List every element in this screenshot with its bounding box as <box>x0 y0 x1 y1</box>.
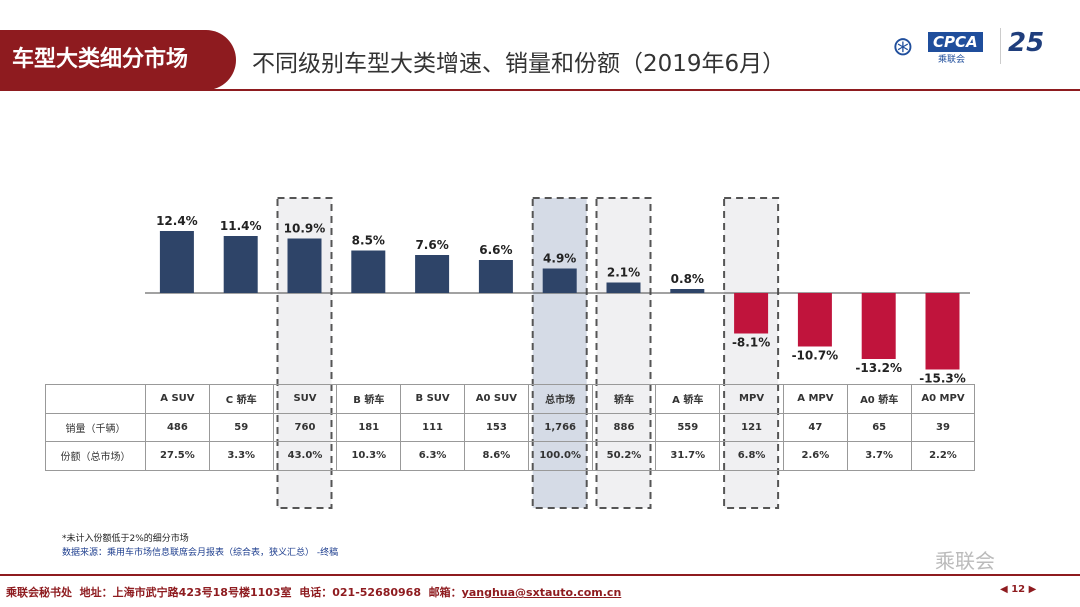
header-cell: 轿车 <box>591 384 657 414</box>
table-cell: 50.2% <box>591 441 657 471</box>
anniversary-logo: 25 <box>1008 28 1045 58</box>
data-label: 6.6% <box>479 243 512 257</box>
data-label: 0.8% <box>671 272 704 286</box>
header-cell: B 轿车 <box>336 384 402 414</box>
data-label: -10.7% <box>792 349 839 363</box>
header-cell: A SUV <box>145 384 210 414</box>
data-label: 10.9% <box>284 222 326 236</box>
table-cell: 486 <box>145 412 210 442</box>
bar <box>159 231 194 293</box>
header-cell: MPV <box>719 384 784 414</box>
footer-email-label: 邮箱： <box>428 586 462 599</box>
table-cell: 3.7% <box>846 441 912 471</box>
table-cell: 181 <box>336 412 402 442</box>
header-cell: A0 SUV <box>463 384 529 414</box>
data-source: 数据来源：乘用车市场信息联席会月报表（综合表，狭义汇总） -终稿 <box>62 548 339 558</box>
footer-divider <box>0 574 1080 576</box>
section-tab: 车型大类细分市场 <box>0 30 236 90</box>
data-label: 11.4% <box>220 219 262 233</box>
table-cell: 47 <box>782 412 848 442</box>
header-cell: A MPV <box>782 384 848 414</box>
bar <box>223 236 258 293</box>
table-cell: 31.7% <box>655 441 721 471</box>
header-cell: B SUV <box>400 384 465 414</box>
watermark: 乘联会 <box>935 549 995 573</box>
data-label: -13.2% <box>855 361 902 375</box>
table-header-row: A SUV C 轿车 SUV B 轿车 B SUV A0 SUV 总市场 轿车 A 轿车 MPV A… <box>45 384 976 414</box>
page-number: 12 <box>1011 584 1026 595</box>
header-cell: A0 MPV <box>910 384 976 414</box>
bar <box>542 268 577 293</box>
table-cell: 39 <box>910 412 976 442</box>
page-nav: ◀ 12 ▶ <box>1000 584 1036 595</box>
footer-phone: 电话：021-52680968 <box>299 586 421 599</box>
bar <box>351 250 386 293</box>
row-label: 销量（千辆） <box>45 412 146 442</box>
table-cell: 10.3% <box>336 441 402 471</box>
header-cell <box>45 384 146 414</box>
bar <box>797 293 832 347</box>
data-label: -15.3% <box>919 372 966 386</box>
logo-separator <box>1000 28 1001 64</box>
data-label: 2.1% <box>607 266 640 280</box>
table-cell: 559 <box>655 412 721 442</box>
table-cell: 153 <box>463 412 529 442</box>
header-cell: C 轿车 <box>208 384 274 414</box>
data-label: -8.1% <box>732 336 770 350</box>
table-cell: 886 <box>591 412 657 442</box>
cpca-logo: ⊛ CPCA 乘联会 <box>890 30 990 65</box>
table-cell: 43.0% <box>272 441 338 471</box>
bar <box>670 289 705 293</box>
table-cell: 59 <box>208 412 274 442</box>
header-divider <box>0 89 1080 91</box>
data-label: 12.4% <box>156 214 198 228</box>
next-page-icon[interactable]: ▶ <box>1028 584 1037 595</box>
table-cell: 8.6% <box>463 441 529 471</box>
table-cell: 65 <box>846 412 912 442</box>
bar <box>415 255 450 293</box>
prev-page-icon[interactable]: ◀ <box>1000 584 1008 595</box>
footer-org: 乘联会秘书处 <box>6 586 72 599</box>
data-label: 7.6% <box>415 238 448 252</box>
table-cell: 3.3% <box>208 441 274 471</box>
table-cell: 121 <box>719 412 784 442</box>
bar <box>861 293 896 359</box>
header-cell: 总市场 <box>527 384 593 414</box>
table-cell: 1,766 <box>527 412 593 442</box>
table-cell: 760 <box>272 412 338 442</box>
footer-address: 地址：上海市武宁路423号18号楼1103室 <box>79 586 292 599</box>
table-cell: 27.5% <box>145 441 210 471</box>
bar <box>606 282 641 293</box>
data-table: A SUV C 轿车 SUV B 轿车 B SUV A0 SUV 总市场 轿车 A 轿车 MPV A… <box>45 384 976 471</box>
bar <box>478 260 513 293</box>
footnote: *未计入份额低于2%的细分市场 <box>62 534 189 544</box>
data-label: 4.9% <box>543 252 576 266</box>
table-cell: 6.3% <box>400 441 465 471</box>
table-row: 份额（总市场） 27.5% 3.3% 43.0% 10.3% 6.3% 8.6% 100.0%… <box>45 441 976 471</box>
footer-contact: 乘联会秘书处 地址：上海市武宁路423号18号楼1103室 电话：021-526… <box>6 584 621 600</box>
table-cell: 2.2% <box>910 441 976 471</box>
data-label: 8.5% <box>352 234 385 248</box>
bar <box>925 293 960 370</box>
table-cell: 2.6% <box>782 441 848 471</box>
header-cell: A0 轿车 <box>846 384 912 414</box>
row-label: 份额（总市场） <box>45 441 146 471</box>
table-cell: 100.0% <box>527 441 593 471</box>
header-cell: A 轿车 <box>655 384 721 414</box>
bar <box>734 293 769 334</box>
table-row: 销量（千辆） 486 59 760 181 111 153 1,766 886 559 121 47 6… <box>45 412 976 442</box>
footer-email-link[interactable]: yanghua@sxtauto.com.cn <box>461 586 622 599</box>
table-cell: 6.8% <box>719 441 784 471</box>
bar <box>287 238 322 293</box>
table-cell: 111 <box>400 412 465 442</box>
page-title: 不同级别车型大类增速、销量和份额（2019年6月） <box>252 51 786 77</box>
header-cell: SUV <box>272 384 338 414</box>
